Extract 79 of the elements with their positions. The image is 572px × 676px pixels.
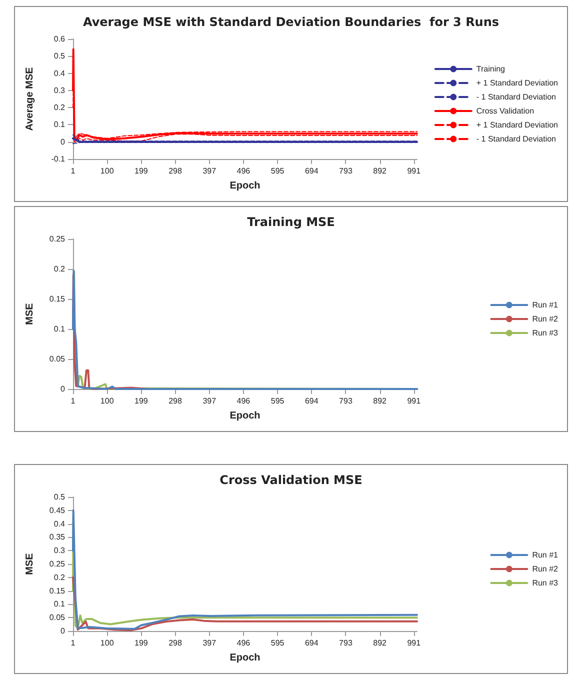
x-tick-label: 397	[202, 166, 217, 176]
x-tick-label: 991	[407, 396, 422, 406]
x-tick-label: 496	[236, 166, 251, 176]
x-tick-label: 595	[270, 166, 285, 176]
y-tick-label: 0	[60, 384, 66, 394]
y-tick-label: 0.35	[49, 532, 66, 542]
y-tick-label: 0.05	[49, 354, 66, 364]
chart-title: Cross Validation MSE	[220, 473, 362, 487]
legend-label: Run #1	[532, 300, 559, 310]
y-tick-label: 0.05	[49, 613, 66, 622]
y-tick-label: 0.3	[54, 546, 66, 556]
legend-label: + 1 Standard Deviation	[476, 78, 558, 88]
x-tick-label: 793	[339, 638, 353, 648]
y-tick-label: -0.1	[51, 154, 66, 164]
x-tick-label: 298	[168, 396, 182, 406]
x-tick-label: 298	[168, 638, 182, 648]
x-tick-label: 595	[270, 638, 285, 648]
y-tick-label: 0.5	[54, 52, 66, 61]
x-tick-label: 496	[236, 396, 251, 406]
x-tick-label: 991	[407, 638, 422, 648]
x-tick-label: 298	[168, 166, 182, 176]
y-tick-label: 0.3	[54, 86, 66, 95]
x-axis-title: Epoch	[230, 410, 260, 422]
y-tick-label: 0.15	[49, 586, 66, 596]
y-tick-label: 0.15	[49, 294, 66, 304]
x-tick-label: 1	[70, 166, 76, 176]
x-tick-label: 100	[100, 396, 114, 406]
x-tick-label: 793	[339, 166, 353, 176]
x-tick-label: 397	[202, 638, 217, 648]
x-tick-label: 694	[304, 166, 319, 176]
y-tick-label: 0.2	[54, 264, 66, 274]
y-tick-label: 0.25	[49, 560, 66, 568]
x-tick-label: 199	[134, 396, 148, 406]
x-tick-label: 100	[100, 638, 114, 648]
legend-label: Cross Validation	[476, 106, 534, 116]
y-axis-title: MSE	[24, 552, 36, 575]
legend-label: Run #2	[532, 314, 559, 324]
y-axis-title: Average MSE	[24, 66, 36, 131]
y-tick-label: 0.45	[49, 506, 66, 515]
x-tick-label: 694	[304, 638, 319, 648]
y-tick-label: 0.1	[54, 120, 66, 130]
x-tick-label: 1	[70, 396, 76, 406]
x-tick-label: 199	[134, 166, 148, 176]
y-axis-title: MSE	[24, 302, 36, 325]
legend-label: Training	[476, 64, 505, 74]
chart-title: Training MSE	[247, 215, 335, 229]
y-tick-label: 0.4	[54, 519, 66, 528]
x-tick-label: 892	[373, 638, 388, 648]
y-tick-label: 0.25	[49, 234, 66, 244]
y-tick-label: 0.5	[54, 492, 66, 502]
y-tick-label: 0	[60, 137, 66, 146]
y-tick-label: 0.1	[54, 324, 66, 334]
y-tick-label: 0.1	[54, 600, 66, 609]
x-tick-label: 694	[304, 396, 319, 406]
x-tick-label: 100	[100, 166, 114, 176]
legend-label: + 1 Standard Deviation	[476, 120, 558, 130]
legend-label: Run #1	[532, 550, 559, 560]
x-tick-label: 892	[373, 396, 388, 406]
x-tick-label: 793	[339, 396, 353, 406]
y-tick-label: 0.2	[54, 572, 66, 582]
x-tick-label: 397	[202, 396, 217, 406]
y-tick-label: 0.2	[54, 103, 66, 112]
y-tick-label: 0.4	[54, 68, 66, 78]
x-axis-title: Epoch	[230, 180, 260, 192]
x-tick-label: 1	[70, 638, 76, 648]
y-tick-label: 0	[60, 626, 66, 636]
x-tick-label: 595	[270, 396, 285, 406]
legend-label: - 1 Standard Deviation	[476, 92, 556, 102]
chart-title: Average MSE with Standard Deviation Boundaries for 3 Runs	[82, 15, 500, 29]
y-tick-label: 0.6	[54, 34, 66, 44]
legend-label: Run #2	[532, 564, 559, 574]
legend-label: Run #3	[532, 578, 559, 588]
legend-label: Run #3	[532, 328, 559, 338]
x-tick-label: 496	[236, 638, 251, 648]
legend-label: - 1 Standard Deviation	[476, 134, 556, 144]
x-tick-label: 991	[407, 166, 422, 176]
x-axis-title: Epoch	[230, 652, 260, 664]
x-tick-label: 199	[134, 638, 148, 648]
x-tick-label: 892	[373, 166, 388, 176]
